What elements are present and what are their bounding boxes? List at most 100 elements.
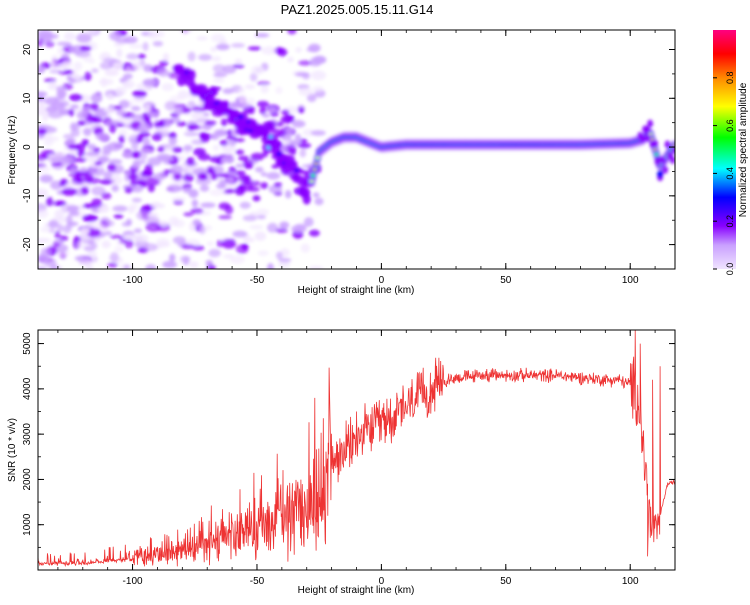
spectrogram-cell [107,163,116,172]
spectrogram-cell [224,205,234,215]
spectrogram-x-ticks: -100 -50 0 50 100 [57,30,656,286]
spectrogram-cell [152,30,165,38]
spectrogram-cell [140,170,154,177]
spectrogram-cell [116,109,126,116]
spectrogram-cell [52,200,67,207]
spectrogram-cell [109,123,117,134]
spectrogram-cell [38,68,46,73]
spectrogram-cell [275,86,283,95]
spectrogram-cell [88,221,104,230]
spectrogram-cell [297,142,312,149]
spectrogram-cell [644,133,651,142]
spectrogram-cell [84,30,98,34]
spectrogram-cell [68,108,75,117]
spectrogram-cell [88,170,98,176]
spectrogram-cell [243,237,255,243]
spectrogram-x-axis-label: Height of straight line (km) [298,285,415,296]
spectrogram-cell [213,78,225,83]
spectrogram-cell [74,157,87,163]
spectrogram-cell [160,126,170,134]
spectrogram-cell [82,106,91,114]
spectrogram-cell [260,126,270,137]
spectrogram-cell [70,123,81,131]
spectrogram-cell [230,43,246,48]
spectrogram-cell [310,130,326,136]
spectrogram-cell [209,155,223,163]
spectrogram-cell [188,261,199,269]
spectrogram-cell [235,170,246,177]
spectrogram-cell [56,41,72,46]
spectrogram-cell [38,30,53,39]
spectrogram-cell [52,242,60,248]
chart-title: PAZ1.2025.005.15.11.G14 [281,2,434,17]
spectrogram-cell [69,93,83,102]
spectrogram-cell [109,252,119,263]
spectrogram-cell [664,140,671,149]
spectrogram-cell [248,180,261,187]
spectrogram-cell [132,90,147,97]
spectrogram-cell [179,30,193,34]
spectrogram-cell [126,53,139,60]
spectrogram-cell [182,173,194,183]
spectrogram-cell [144,243,158,252]
spectrogram-cell [94,161,103,166]
spectrogram-cell [44,41,55,48]
spectrogram-cell [73,61,83,71]
spectrogram-cell [647,119,654,128]
colorbar-ticks: 0.0 0.2 0.4 0.6 0.8 [713,72,735,275]
spectrogram-cell [193,147,206,157]
spectrogram-cell [143,104,152,113]
spectrogram-cell [267,107,277,113]
spectrogram-cell [144,164,153,172]
spectrogram-cell [191,199,199,208]
spectrogram-cell [232,230,248,238]
spectrogram-cell [162,53,170,62]
spectrogram-cell [278,261,291,269]
spectrogram-cell [234,58,243,65]
spectrogram-cell [204,120,217,126]
x-tick-label: -50 [250,576,265,587]
spectrogram-cell [67,144,81,150]
spectrogram-cell [183,131,200,137]
spectrogram-cell [276,152,282,156]
x-tick-label: 50 [500,576,512,587]
snr-y-ticks: 1000 2000 3000 4000 5000 [22,332,675,571]
spectrogram-cell [61,155,75,163]
spectrogram-cell [206,264,216,269]
spectrogram-cell [76,33,92,43]
spectrogram-cell [38,106,48,116]
spectrogram-cell [147,212,158,217]
spectrogram-cell [55,85,66,93]
spectrogram-cell [128,44,145,49]
spectrogram-cell [206,241,214,246]
spectrogram-cell [181,244,196,250]
spectrogram-cell [64,140,71,146]
spectrogram-cell [61,60,73,68]
spectrogram-cell [300,243,310,253]
spectrogram-cell [114,246,124,253]
spectrogram-cell [38,165,51,174]
spectrogram-cell [235,149,245,155]
spectrogram-cell [241,175,252,184]
spectrogram-cell [93,147,101,153]
spectrogram-cell [125,170,132,176]
spectrogram-cell [280,115,295,124]
spectrogram-cell [215,43,230,51]
spectrogram-cell [113,105,123,110]
spectrogram-cell [131,197,142,203]
spectrogram-cell [115,86,127,96]
spectrogram-cell [95,132,110,141]
spectrogram-cell [186,69,196,81]
spectrogram-cell [238,94,248,105]
spectrogram-cell [66,205,80,212]
spectrogram-cell [284,190,292,199]
spectrogram-cell [118,134,125,144]
spectrogram-cell [291,224,307,233]
spectrogram-cell [90,93,103,103]
spectrogram-cell [188,189,199,198]
spectrogram-cell [210,172,218,181]
colorbar-tick-label: 0.4 [725,167,735,180]
spectrogram-cell [244,164,254,169]
spectrogram-cell [229,255,245,264]
